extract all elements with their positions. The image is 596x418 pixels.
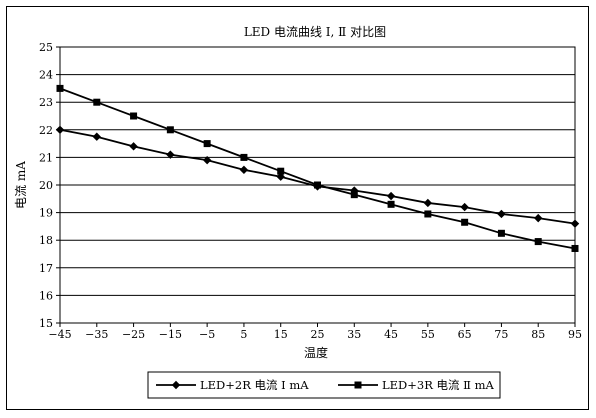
y-tick-label: 25 — [39, 41, 53, 54]
y-tick-label: 20 — [39, 179, 53, 192]
series-1-point — [534, 213, 543, 223]
legend-entry-2-label: LED+3R 电流 Ⅱ mA — [382, 378, 495, 392]
x-tick-label: −35 — [85, 328, 108, 341]
series-1-point — [386, 191, 396, 201]
series-1-point — [166, 150, 175, 159]
chart-frame — [6, 6, 589, 410]
series-2-point — [571, 244, 579, 252]
legend-entry-2-marker — [354, 381, 362, 389]
y-tick-label: 16 — [39, 289, 53, 302]
x-tick-label: 25 — [311, 328, 325, 341]
series-1-point — [92, 132, 101, 141]
series-1-point — [497, 209, 506, 219]
x-tick-label: −5 — [199, 328, 215, 341]
x-tick-label: 55 — [421, 328, 435, 341]
series-2-point — [314, 181, 321, 189]
series-1-point — [202, 155, 212, 165]
series-2-point — [387, 200, 395, 208]
y-tick-label: 22 — [39, 124, 53, 137]
x-tick-label: 15 — [274, 328, 288, 341]
series-1-point — [129, 142, 138, 151]
series-1-line — [59, 128, 576, 225]
series-2-point — [93, 98, 101, 106]
chart-title: LED 电流曲线 Ⅰ, Ⅱ 对比图 — [244, 25, 386, 39]
series-2-point — [350, 191, 358, 199]
y-tick-label: 15 — [39, 317, 53, 330]
series-2-point — [240, 153, 248, 161]
x-tick-label: 45 — [384, 328, 398, 341]
series-layer — [55, 84, 580, 252]
series-1-point — [55, 125, 65, 134]
x-tick-label: 75 — [494, 328, 508, 341]
series-2-point — [166, 126, 174, 134]
y-axis-label: 电流 mA — [14, 161, 28, 209]
y-tick-label: 19 — [39, 207, 53, 220]
series-2-line — [59, 87, 576, 250]
series-1-point — [570, 219, 580, 228]
legend-entry-1-marker — [171, 380, 181, 390]
y-tick-label: 23 — [39, 96, 53, 109]
y-tick-label: 17 — [39, 262, 53, 275]
x-tick-label: 85 — [531, 328, 545, 341]
x-tick-label: 65 — [458, 328, 472, 341]
series-2-point — [277, 167, 285, 175]
x-axis-label: 温度 — [304, 345, 328, 360]
x-tick-label: 35 — [347, 328, 361, 341]
series-2-point — [203, 140, 211, 148]
legend-entry-1-label: LED+2R 电流 Ⅰ mA — [200, 378, 309, 392]
series-2-point — [497, 229, 505, 237]
x-tick-label: −25 — [122, 328, 145, 341]
x-tick-label: 95 — [568, 328, 582, 341]
y-tick-label: 24 — [39, 69, 53, 82]
series-2-point — [461, 218, 469, 226]
series-2-point — [56, 84, 64, 92]
series-2-point — [130, 112, 138, 120]
x-axis-ticks: −45 −35 −25 −15 −5 5 15 25 35 45 55 65 75 85 95 — [48, 323, 582, 341]
series-2-point — [424, 210, 432, 218]
y-axis-ticks: 15 16 17 18 19 20 21 22 23 24 25 — [39, 41, 60, 330]
y-tick-label: 18 — [39, 234, 53, 247]
series-1-point — [423, 198, 433, 208]
series-2-point — [534, 238, 542, 246]
series-1-point — [460, 202, 469, 212]
x-tick-label: −15 — [159, 328, 182, 341]
grid-layer — [60, 74, 575, 296]
y-tick-label: 21 — [39, 151, 53, 164]
legend: LED+2R 电流 Ⅰ mA LED+3R 电流 Ⅱ mA — [156, 378, 495, 392]
legend-box — [147, 371, 501, 399]
series-1-point — [239, 165, 249, 175]
x-tick-label: 5 — [240, 328, 247, 341]
x-tick-label: −45 — [48, 328, 71, 341]
